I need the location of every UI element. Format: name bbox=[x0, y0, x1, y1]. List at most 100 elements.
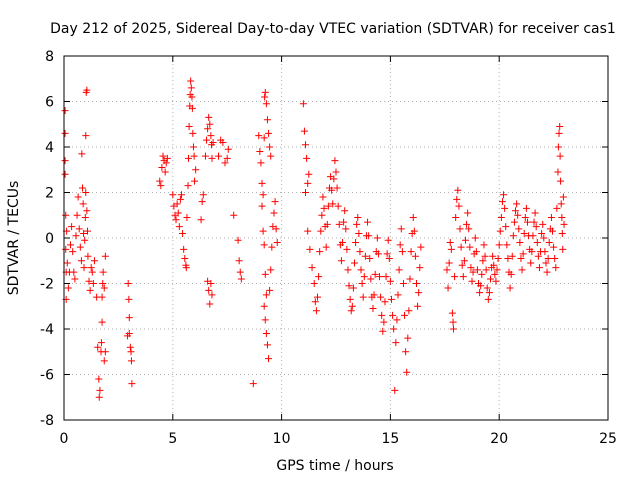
data-point bbox=[188, 93, 196, 101]
data-point bbox=[206, 120, 214, 128]
data-point bbox=[554, 168, 562, 176]
data-point bbox=[219, 138, 227, 146]
data-point bbox=[267, 152, 275, 160]
data-point bbox=[476, 289, 484, 297]
data-point bbox=[79, 200, 87, 208]
data-point bbox=[555, 129, 563, 137]
data-point bbox=[503, 241, 511, 249]
data-point bbox=[409, 214, 417, 222]
data-point bbox=[348, 302, 356, 310]
data-point bbox=[557, 200, 565, 208]
data-point bbox=[500, 191, 508, 199]
data-point bbox=[308, 264, 316, 272]
y-tick-label: 2 bbox=[45, 186, 54, 202]
data-point bbox=[302, 141, 310, 149]
y-tick-label: 0 bbox=[45, 231, 54, 247]
data-point bbox=[203, 136, 211, 144]
data-point bbox=[485, 289, 493, 297]
data-point bbox=[390, 325, 398, 333]
data-point bbox=[94, 343, 102, 351]
data-point bbox=[399, 280, 407, 287]
data-point bbox=[311, 298, 319, 306]
data-point bbox=[455, 202, 463, 210]
data-point bbox=[341, 207, 349, 215]
data-point bbox=[451, 273, 459, 281]
data-point bbox=[179, 229, 187, 237]
data-point bbox=[249, 380, 257, 388]
data-point bbox=[515, 225, 523, 233]
data-point bbox=[100, 357, 108, 365]
data-point bbox=[517, 254, 525, 262]
data-point bbox=[159, 152, 167, 160]
data-point bbox=[520, 229, 528, 237]
data-point bbox=[538, 229, 546, 237]
data-point bbox=[533, 239, 541, 247]
data-point bbox=[502, 223, 510, 231]
data-point bbox=[223, 154, 231, 162]
data-point bbox=[492, 277, 500, 285]
data-point bbox=[340, 218, 348, 226]
data-point bbox=[554, 143, 562, 151]
data-point bbox=[481, 252, 489, 260]
data-point bbox=[556, 152, 564, 160]
data-point bbox=[315, 273, 323, 281]
data-point bbox=[483, 284, 491, 292]
data-point bbox=[61, 157, 69, 165]
data-point bbox=[370, 291, 378, 299]
data-point bbox=[535, 264, 543, 272]
data-point bbox=[450, 325, 458, 333]
y-tick-label: -8 bbox=[40, 413, 54, 429]
plot-frame bbox=[63, 55, 609, 421]
data-point bbox=[513, 200, 521, 208]
data-point bbox=[318, 211, 326, 219]
data-point bbox=[540, 234, 548, 242]
data-point bbox=[81, 236, 89, 244]
data-points bbox=[61, 77, 568, 401]
data-point bbox=[189, 129, 197, 137]
data-point bbox=[477, 282, 485, 290]
data-point bbox=[403, 368, 411, 376]
data-point bbox=[258, 202, 266, 210]
y-tick-label: -6 bbox=[40, 368, 54, 384]
data-point bbox=[319, 193, 327, 201]
data-point bbox=[98, 293, 106, 301]
data-point bbox=[156, 177, 164, 185]
data-point bbox=[328, 186, 336, 194]
data-point bbox=[407, 248, 415, 256]
data-point bbox=[82, 132, 90, 140]
data-point bbox=[258, 179, 266, 187]
data-point bbox=[330, 175, 338, 183]
data-point bbox=[128, 380, 136, 388]
data-point bbox=[468, 277, 476, 285]
data-point bbox=[169, 191, 177, 199]
data-point bbox=[312, 307, 320, 315]
data-point bbox=[361, 252, 369, 260]
data-point bbox=[549, 227, 557, 235]
data-point bbox=[273, 239, 281, 247]
data-point bbox=[333, 184, 341, 192]
data-point bbox=[559, 193, 567, 201]
data-point bbox=[539, 220, 547, 228]
data-point bbox=[510, 218, 518, 226]
data-point bbox=[496, 227, 504, 235]
data-point bbox=[359, 293, 367, 301]
data-point bbox=[381, 298, 389, 306]
data-point bbox=[349, 284, 357, 292]
data-point bbox=[192, 166, 200, 174]
data-point bbox=[464, 209, 472, 217]
gridlines bbox=[64, 56, 608, 420]
data-point bbox=[259, 191, 267, 199]
data-point bbox=[199, 191, 207, 199]
data-point bbox=[257, 159, 265, 167]
data-point bbox=[329, 200, 337, 208]
data-point bbox=[353, 220, 361, 228]
data-point bbox=[384, 236, 392, 244]
data-point bbox=[161, 168, 169, 176]
data-point bbox=[157, 182, 165, 190]
data-point bbox=[208, 291, 216, 299]
data-point bbox=[187, 77, 195, 85]
data-point bbox=[529, 232, 537, 240]
data-point bbox=[224, 145, 232, 153]
data-point bbox=[101, 348, 109, 356]
data-point bbox=[457, 243, 465, 251]
